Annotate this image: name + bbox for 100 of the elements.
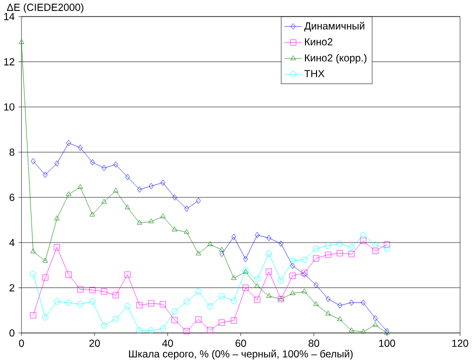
point	[184, 298, 190, 305]
point	[278, 277, 284, 284]
point	[136, 327, 143, 334]
point	[42, 172, 48, 178]
point	[336, 240, 343, 247]
point	[54, 244, 60, 250]
point	[313, 301, 319, 306]
point	[160, 301, 166, 308]
point	[184, 206, 190, 212]
y-tick-label: 2	[10, 284, 14, 292]
x-axis-title: Шкала серого, % (0% – черный, 100% – белый)	[129, 350, 353, 360]
point	[101, 288, 108, 295]
point	[160, 325, 166, 332]
point	[172, 317, 178, 324]
point	[196, 250, 202, 256]
point	[78, 184, 83, 189]
point	[125, 174, 130, 180]
point	[384, 246, 390, 252]
point	[302, 288, 308, 294]
point	[137, 186, 142, 193]
point	[148, 218, 154, 224]
point	[112, 316, 119, 322]
point	[148, 300, 154, 306]
point	[18, 39, 24, 44]
point	[42, 258, 48, 263]
point	[148, 183, 154, 190]
point	[254, 232, 260, 238]
x-tick-label: 0	[19, 340, 24, 347]
y-tick-label: 14	[4, 13, 14, 20]
x-tick-label: 40	[162, 340, 173, 347]
point	[78, 144, 83, 151]
point	[372, 242, 378, 248]
point	[124, 303, 131, 310]
point	[54, 216, 60, 220]
point	[348, 251, 355, 258]
point	[326, 296, 330, 302]
point	[312, 246, 320, 252]
point	[231, 275, 237, 280]
point	[206, 303, 214, 310]
x-tick-label: 20	[89, 340, 100, 347]
point	[266, 235, 272, 242]
point	[54, 298, 60, 305]
point	[266, 268, 272, 275]
point	[90, 212, 96, 216]
point	[207, 241, 213, 246]
legend-label: Кино2	[305, 38, 332, 46]
x-tick-label: 120	[452, 340, 468, 347]
point	[42, 314, 48, 320]
y-tick-label: 4	[9, 239, 14, 246]
point	[113, 162, 118, 168]
point	[136, 220, 142, 225]
point	[384, 241, 390, 248]
legend-label: Кино2 (корр.)	[305, 54, 366, 64]
point	[325, 252, 332, 258]
point	[90, 159, 95, 166]
point	[101, 322, 108, 329]
point	[113, 188, 118, 192]
point	[360, 238, 366, 244]
point	[195, 316, 202, 322]
point	[278, 240, 284, 247]
point	[206, 326, 214, 334]
point	[89, 298, 96, 305]
point	[66, 191, 72, 196]
y-tick-label: 0	[10, 329, 14, 337]
point	[218, 320, 225, 326]
point	[290, 262, 296, 269]
point	[266, 250, 272, 257]
y-axis-title: ΔE (CIEDE2000)	[6, 3, 84, 13]
point	[290, 272, 296, 279]
point	[219, 250, 224, 257]
point	[372, 315, 378, 322]
point	[102, 164, 106, 172]
point	[172, 194, 177, 200]
point	[349, 300, 354, 306]
y-tick-label: 6	[10, 194, 14, 202]
point	[101, 198, 107, 204]
point	[172, 226, 178, 232]
point	[184, 328, 190, 334]
point	[30, 248, 36, 254]
x-tick-label: 60	[236, 340, 246, 347]
legend-label: THX	[304, 70, 324, 78]
point	[66, 300, 72, 306]
point	[172, 308, 178, 315]
y-tick-label: 10	[4, 103, 14, 111]
point	[196, 198, 201, 204]
point	[254, 276, 260, 282]
point	[230, 298, 237, 304]
point	[184, 229, 190, 234]
point	[112, 292, 119, 298]
point	[348, 327, 354, 332]
point	[325, 242, 332, 249]
point	[124, 204, 130, 210]
point	[160, 214, 166, 218]
point	[30, 158, 36, 164]
point	[372, 248, 378, 254]
x-tick-label: 80	[308, 340, 320, 347]
legend-label: Динамичный	[304, 22, 364, 32]
point	[337, 302, 342, 308]
point	[360, 328, 366, 334]
x-tick-label: 100	[379, 340, 396, 347]
